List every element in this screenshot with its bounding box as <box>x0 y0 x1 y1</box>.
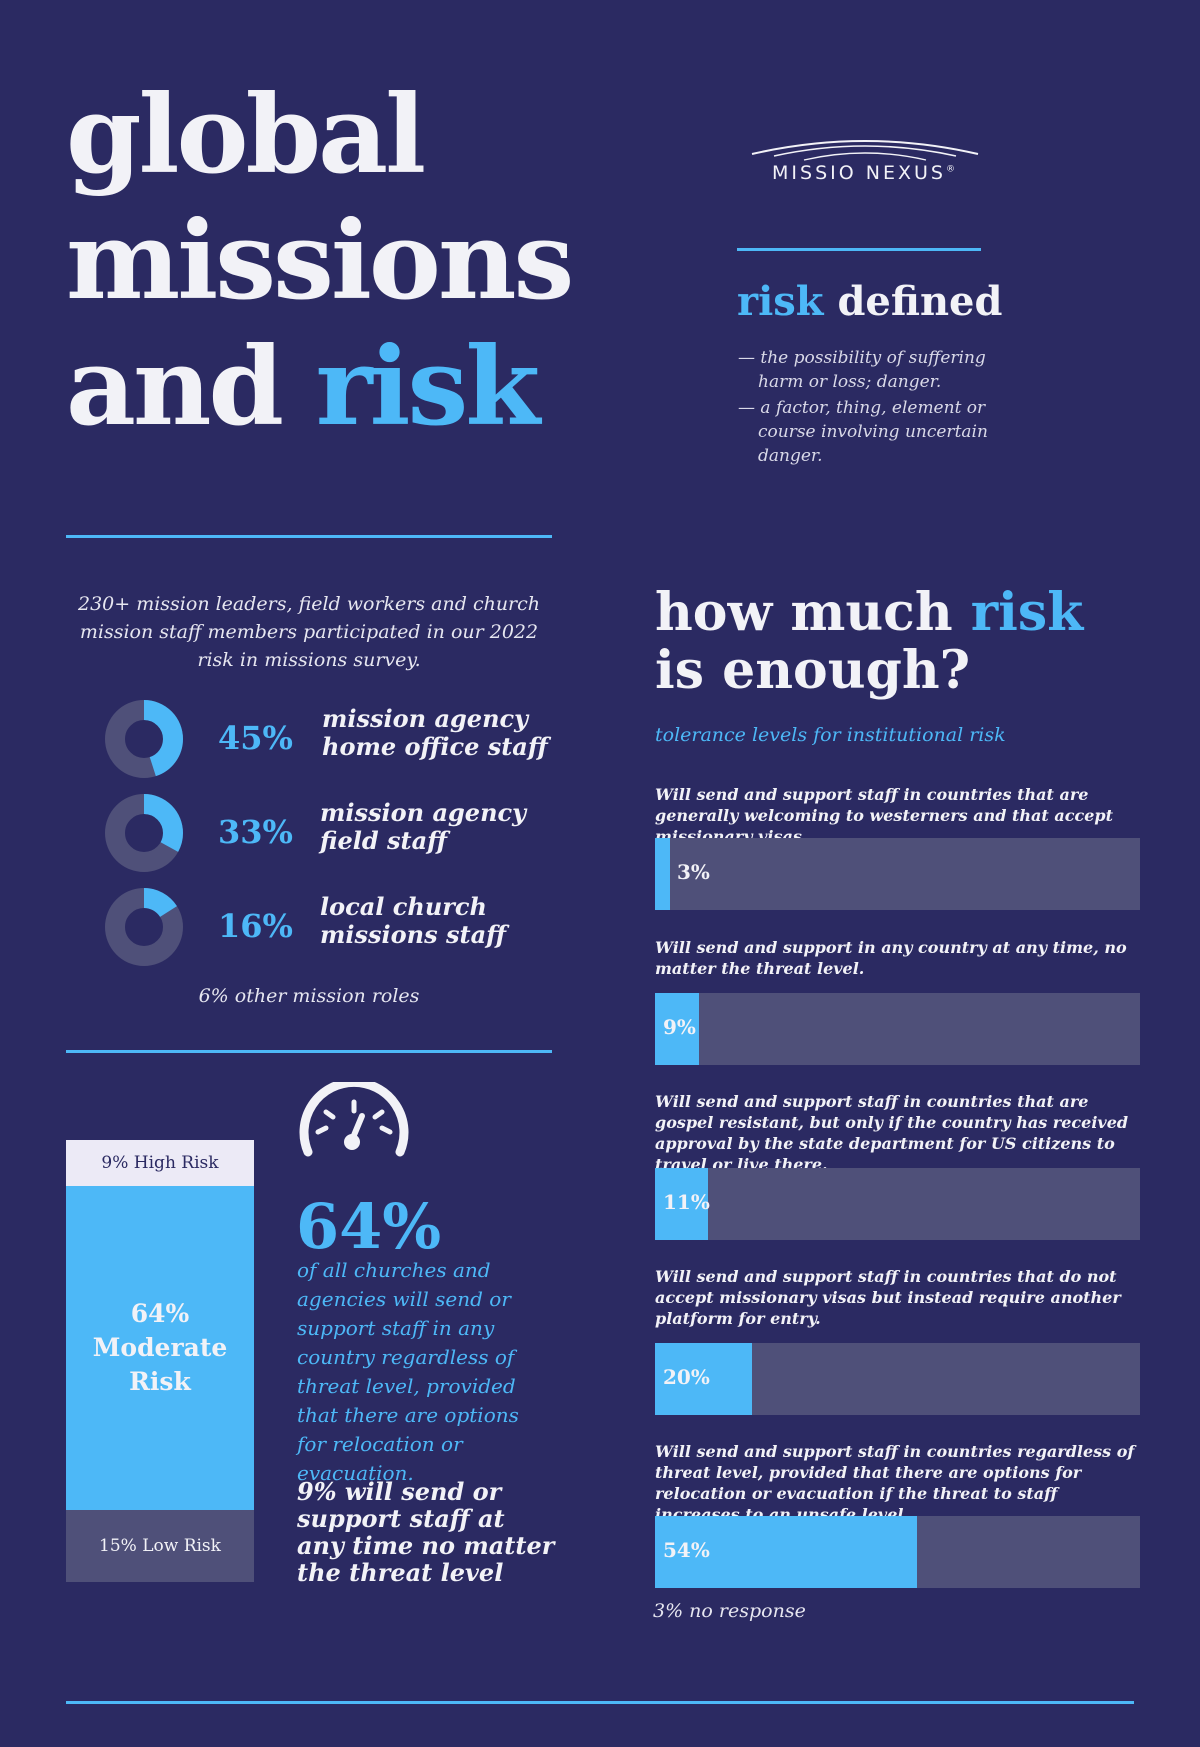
role-label: mission agency home office staff <box>322 704 548 761</box>
title-line-3-plain: and <box>66 324 284 450</box>
registered-mark: ® <box>945 164 958 175</box>
divider-risk-defined <box>737 248 981 251</box>
tolerance-question: Will send and support staff in countries… <box>655 1092 1129 1174</box>
role-pct: 16% <box>218 907 293 945</box>
stat-64-description: of all churches and agencies will send o… <box>297 1258 519 1485</box>
role-label: local church missions staff <box>320 892 506 949</box>
tolerance-bar-label: 9% <box>663 1015 696 1039</box>
how-much-plain: how much <box>655 582 953 643</box>
how-much-line-2: is enough? <box>655 640 971 701</box>
tolerance-bar: 11% <box>655 1168 1140 1240</box>
tolerance-bar: 9% <box>655 993 1140 1065</box>
tolerance-bar-label: 11% <box>663 1190 710 1214</box>
tolerance-bar-fill <box>655 838 670 910</box>
role-row-home-office: 45% mission agency home office staff <box>104 699 584 779</box>
donut-chart-45 <box>105 700 183 778</box>
arc-logo-icon <box>751 140 979 161</box>
tolerance-bar-label: 20% <box>663 1365 710 1389</box>
tolerance-bar-label: 3% <box>677 860 710 884</box>
divider-survey <box>66 535 552 538</box>
how-much-risk-title: how much risk is enough? <box>655 584 1083 700</box>
logo-wordmark: MISSIO NEXUS® <box>734 162 996 184</box>
tolerance-question: Will send and support staff in countries… <box>655 1267 1121 1328</box>
no-response-note: 3% no response <box>653 1600 806 1622</box>
role-row-field-staff: 33% mission agency field staff <box>104 793 584 873</box>
donut-chart-16 <box>105 888 183 966</box>
donut-chart-33 <box>105 794 183 872</box>
tolerance-bar: 3% <box>655 838 1140 910</box>
role-row-local-church: 16% local church missions staff <box>104 887 584 967</box>
risk-level-stack: 9% High Risk 64% Moderate Risk 15% Low R… <box>66 1140 254 1582</box>
risk-definition-1: — the possibility of suffering harm or l… <box>738 348 986 392</box>
risk-definitions: — the possibility of suffering harm or l… <box>738 346 988 468</box>
risk-defined-title: risk defined <box>737 278 1002 325</box>
tolerance-bar-label: 54% <box>663 1538 710 1562</box>
how-much-accent: risk <box>970 582 1084 643</box>
how-much-subtitle: tolerance levels for institutional risk <box>655 724 1006 746</box>
divider-footer <box>66 1701 1134 1704</box>
role-pct: 45% <box>218 719 293 757</box>
tolerance-bar-fill <box>655 1516 917 1588</box>
role-label: mission agency field staff <box>320 798 527 855</box>
risk-definition-2: — a factor, thing, element or course inv… <box>738 398 988 466</box>
stat-9-description: 9% will send or support staff at any tim… <box>297 1477 555 1587</box>
moderate-risk-pct: 64% <box>130 1299 190 1328</box>
tolerance-question: Will send and support in any country at … <box>655 938 1127 978</box>
tolerance-bar: 54% <box>655 1516 1140 1588</box>
tolerance-bar-fill <box>655 1343 752 1415</box>
other-roles: 6% other mission roles <box>198 985 420 1007</box>
role-pct: 33% <box>218 813 293 851</box>
tolerance-bar-fill <box>655 993 699 1065</box>
title-line-3-accent: risk <box>315 324 541 450</box>
risk-defined-accent: risk <box>737 278 824 325</box>
tolerance-question: Will send and support staff in countries… <box>655 1442 1135 1524</box>
survey-intro: 230+ mission leaders, field workers and … <box>77 593 541 671</box>
divider-risk-levels <box>66 1050 552 1053</box>
title-line-3: and risk <box>66 324 571 450</box>
logo-text: MISSIO NEXUS <box>772 162 946 184</box>
low-risk-segment: 15% Low Risk <box>66 1510 254 1582</box>
risk-defined-plain: defined <box>837 278 1003 325</box>
title-line-1: global <box>66 72 426 198</box>
speedometer-icon <box>299 1082 409 1157</box>
moderate-risk-label-2: Risk <box>129 1367 191 1396</box>
missio-nexus-logo: MISSIO NEXUS® <box>734 134 996 184</box>
tolerance-bar: 20% <box>655 1343 1140 1415</box>
title-line-2: missions <box>66 198 574 324</box>
high-risk-segment: 9% High Risk <box>66 1140 254 1186</box>
moderate-risk-segment: 64% Moderate Risk <box>66 1186 254 1510</box>
low-risk-label: 15% Low Risk <box>99 1536 221 1556</box>
tolerance-bar-fill <box>655 1168 709 1240</box>
high-risk-label: 9% High Risk <box>101 1153 219 1173</box>
main-title: global missions and risk <box>66 72 574 450</box>
moderate-risk-label-1: Moderate <box>92 1333 228 1362</box>
stat-64-value: 64% <box>296 1190 442 1263</box>
